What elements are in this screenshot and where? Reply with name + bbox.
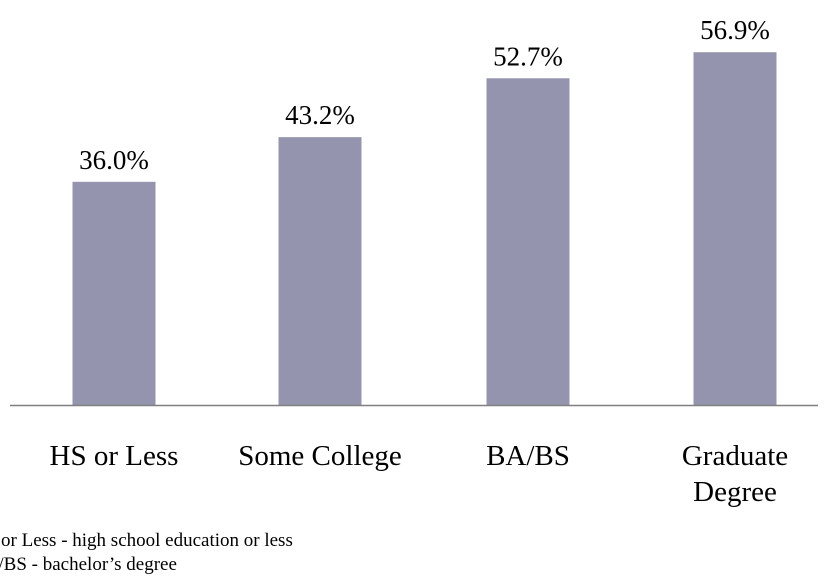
bar-1 [278, 137, 362, 405]
bar-2 [486, 78, 570, 405]
footnote-hs: HS or Less - high school education or le… [0, 530, 293, 551]
category-label-3: Graduate Degree [682, 440, 788, 508]
value-label-3: 56.9% [700, 15, 770, 45]
category-label-0: HS or Less [50, 440, 179, 472]
bar-chart: 36.0% 43.2% 52.7% 56.9% HS or Less Some Coll… [10, 15, 818, 508]
bars-group [72, 52, 777, 405]
category-label-2: BA/BS [486, 440, 570, 472]
value-label-1: 43.2% [285, 100, 355, 130]
category-labels-group: HS or Less Some College BA/BS Graduate Degre… [50, 440, 789, 508]
value-labels-group: 36.0% 43.2% 52.7% 56.9% [79, 15, 770, 175]
category-label-1: Some College [238, 440, 402, 472]
bar-3 [693, 52, 777, 405]
footnote-babs: BA/BS - bachelor’s degree [0, 554, 177, 575]
footnotes: HS or Less - high school education or le… [0, 529, 293, 577]
value-label-2: 52.7% [493, 41, 563, 71]
bar-0 [72, 181, 156, 405]
value-label-0: 36.0% [79, 145, 149, 175]
